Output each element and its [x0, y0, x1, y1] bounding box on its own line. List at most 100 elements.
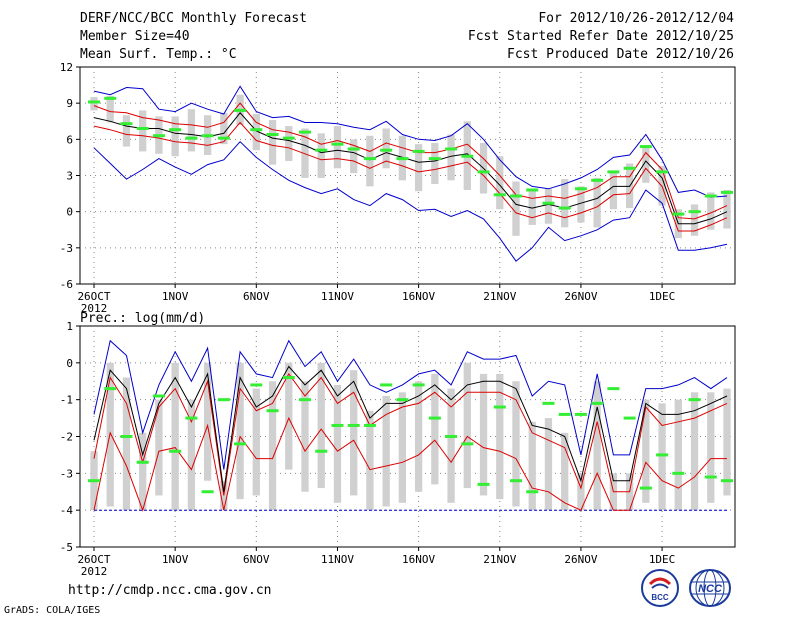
- forecast-box: [139, 432, 147, 511]
- chart-panel-1: -6 -3 0 3 6 9 12 26OCT 1NOV 6NOV 11NOV 16NOV 21NOV 26…: [60, 61, 736, 315]
- forecast-box: [414, 381, 423, 492]
- forecast-box: [122, 377, 131, 511]
- forecast-box: [577, 186, 585, 223]
- forecast-box: [496, 156, 504, 210]
- website-url[interactable]: http://cmdp.ncc.cma.gov.cn: [68, 583, 272, 598]
- forecast-box: [512, 381, 520, 507]
- forecast-box: [512, 181, 520, 236]
- bcc-logo: BCC: [641, 569, 679, 607]
- y-tick-label: 0: [66, 357, 73, 370]
- series-lower-line: [93, 121, 728, 232]
- variable-label: Mean Surf. Temp.: °C: [80, 47, 237, 62]
- forecast-box: [382, 128, 390, 169]
- chart-panel-2: -5 -4 -3 -2 -1 0 1 26OCT 1NOV 6NOV 11NOV 16NOV 21NOV…: [60, 311, 736, 578]
- forecast-box: [707, 192, 715, 230]
- x-tick-label: 16NOV: [402, 553, 435, 566]
- series-max-line: [93, 339, 728, 470]
- forecast-box: [252, 388, 260, 496]
- refer-date: Fcst Started Refer Date 2012/10/25: [467, 29, 734, 44]
- x-tick-label: 1NOV: [162, 553, 189, 566]
- forecast-box: [171, 362, 179, 511]
- forecast-box: [333, 384, 342, 503]
- forecast-box: [414, 144, 423, 192]
- forecast-box: [593, 381, 601, 511]
- forecast-box: [690, 204, 699, 236]
- x-tick-label: 21NOV: [483, 290, 516, 303]
- forecast-box: [723, 388, 731, 496]
- y-tick-label: -1: [60, 394, 73, 407]
- y-tick-label: -3: [60, 467, 73, 480]
- forecast-box: [317, 362, 325, 489]
- forecast-box: [707, 392, 715, 503]
- forecast-box: [268, 120, 277, 165]
- series-min-line: [93, 140, 728, 262]
- forecast-box: [723, 189, 731, 229]
- forecast-box: [252, 114, 260, 151]
- ncc-logo-text: NCC: [698, 583, 723, 595]
- y-tick-label: -6: [60, 278, 73, 291]
- x-tick-label: 26OCT: [77, 553, 110, 566]
- forecast-box: [301, 128, 309, 178]
- forecast-box: [658, 403, 666, 511]
- y-tick-label: -2: [60, 431, 73, 444]
- forecast-box: [642, 147, 650, 183]
- x-tick-label: 26OCT: [77, 290, 110, 303]
- series-max-line: [93, 85, 728, 198]
- forecast-box: [350, 139, 358, 174]
- forecast-box: [544, 418, 553, 511]
- forecast-box: [106, 95, 114, 123]
- x-tick-label: 6NOV: [243, 290, 270, 303]
- forecast-box: [479, 373, 488, 496]
- forecast-box: [366, 410, 374, 511]
- y-tick-label: 0: [66, 206, 73, 219]
- x-tick-label: 1NOV: [162, 290, 189, 303]
- forecast-box: [561, 179, 569, 228]
- forecast-box: [431, 142, 439, 184]
- forecast-box: [398, 392, 407, 503]
- y-tick-label: 3: [66, 170, 73, 183]
- forecast-box: [544, 188, 553, 224]
- forecast-box: [220, 112, 228, 145]
- y-tick-label: 9: [66, 97, 73, 110]
- forecast-box: [674, 399, 682, 511]
- forecast-box: [301, 381, 309, 492]
- x-tick-label: 1DEC: [649, 290, 676, 303]
- member-size: Member Size=40: [80, 29, 190, 44]
- forecast-box: [236, 362, 244, 500]
- series-mean-line: [93, 112, 728, 225]
- forecast-box: [463, 362, 471, 489]
- ncc-logo: NCC: [689, 569, 731, 607]
- forecast-box: [268, 381, 277, 511]
- forecast-box: [447, 134, 455, 181]
- panel-title: Prec.: log(mm/d): [80, 311, 205, 326]
- forecast-box: [317, 133, 325, 178]
- series-upper_red-line: [93, 372, 728, 496]
- forecast-period: For 2012/10/26-2012/12/04: [538, 11, 734, 26]
- series-lower_red-line: [93, 416, 727, 512]
- x-tick-label: 16NOV: [402, 290, 435, 303]
- series-mean-line: [93, 365, 728, 492]
- forecast-box: [528, 421, 536, 511]
- forecast-box: [333, 126, 342, 169]
- x-tick-label: 26NOV: [564, 553, 597, 566]
- series-upper-line: [93, 102, 728, 220]
- forecast-box: [528, 189, 536, 225]
- forecast-box: [431, 373, 439, 485]
- y-tick-label: -3: [60, 242, 73, 255]
- forecast-box: [90, 97, 98, 111]
- forecast-box: [496, 373, 504, 500]
- x-year-label: 2012: [81, 302, 108, 315]
- forecast-box: [285, 126, 293, 162]
- forecast-box: [139, 110, 147, 152]
- forecast-box: [122, 115, 131, 147]
- forecast-box: [609, 170, 618, 210]
- forecast-box: [593, 177, 601, 228]
- x-year-label: 2012: [81, 565, 108, 578]
- forecast-box: [690, 392, 699, 511]
- x-tick-label: 6NOV: [243, 553, 270, 566]
- x-tick-label: 11NOV: [321, 290, 354, 303]
- bcc-logo-text: BCC: [651, 593, 669, 602]
- produced-date: Fcst Produced Date 2012/10/26: [507, 47, 734, 62]
- y-tick-label: 12: [60, 61, 73, 74]
- forecast-box: [447, 388, 455, 503]
